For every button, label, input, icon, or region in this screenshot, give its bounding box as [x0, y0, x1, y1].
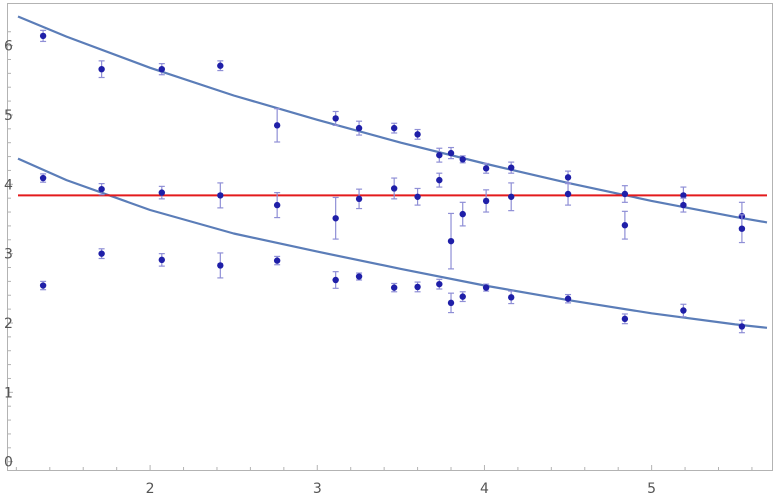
x-tick-label: 2: [146, 481, 155, 497]
data-point: [390, 284, 398, 291]
data-point: [738, 225, 746, 232]
data-point: [621, 222, 629, 229]
x-tick-label: 3: [313, 481, 322, 497]
data-point: [680, 307, 687, 314]
data-point: [447, 237, 455, 245]
data-point: [98, 65, 105, 73]
y-tick-label: 1: [4, 385, 13, 401]
x-tick-label: 5: [647, 481, 656, 497]
data-point: [355, 124, 363, 132]
data-point: [39, 32, 47, 40]
data-point: [217, 192, 224, 199]
data-point: [158, 189, 166, 196]
data-point: [508, 294, 515, 301]
y-tick-label: 0: [4, 455, 13, 471]
data-points: [39, 29, 746, 334]
plot-frame: [7, 3, 773, 471]
data-point: [447, 299, 455, 307]
data-point: [447, 149, 455, 157]
data-point: [508, 193, 515, 200]
y-tick-label: 3: [4, 247, 13, 263]
data-point: [436, 151, 443, 159]
data-point: [355, 273, 363, 280]
data-point: [508, 164, 515, 171]
data-point: [680, 192, 687, 199]
data-point: [564, 174, 572, 181]
data-point: [39, 174, 47, 182]
y-axis: 0 1 2 3 4 5 6: [4, 31, 13, 471]
data-point: [217, 262, 224, 269]
fit-curve-2: [17, 157, 768, 329]
fit-curve-1: [17, 15, 768, 224]
data-point: [98, 250, 105, 257]
data-point: [332, 115, 339, 122]
x-axis: 2 3 4 5: [15, 465, 753, 497]
data-point: [355, 195, 363, 203]
data-point: [564, 295, 572, 302]
data-point: [158, 256, 166, 264]
data-point: [273, 122, 281, 129]
data-point: [621, 315, 629, 323]
data-point: [459, 156, 466, 163]
data-point: [332, 276, 339, 284]
data-point: [482, 165, 490, 172]
data-point: [414, 131, 421, 138]
y-tick-label: 4: [4, 177, 13, 193]
fit-lines: [17, 15, 768, 329]
data-point: [414, 193, 421, 200]
y-tick-label: 2: [4, 316, 13, 332]
data-point: [273, 257, 281, 264]
data-point: [390, 185, 398, 192]
data-point: [459, 210, 466, 218]
data-point: [738, 323, 746, 330]
data-point: [459, 293, 466, 300]
data-point: [564, 190, 572, 198]
data-point: [482, 197, 490, 205]
y-tick-label: 6: [4, 39, 13, 55]
data-point: [621, 190, 629, 198]
data-point: [217, 62, 224, 69]
data-point: [436, 176, 443, 184]
y-tick-label: 5: [4, 108, 13, 124]
data-point: [414, 283, 421, 291]
data-point: [482, 284, 490, 291]
data-point: [436, 280, 443, 288]
data-point: [332, 215, 339, 222]
data-point: [39, 282, 47, 289]
data-point: [98, 185, 105, 193]
data-point: [680, 201, 687, 209]
data-point: [273, 201, 281, 209]
x-tick-label: 4: [480, 481, 489, 497]
data-point: [390, 124, 398, 132]
data-point: [158, 65, 166, 73]
